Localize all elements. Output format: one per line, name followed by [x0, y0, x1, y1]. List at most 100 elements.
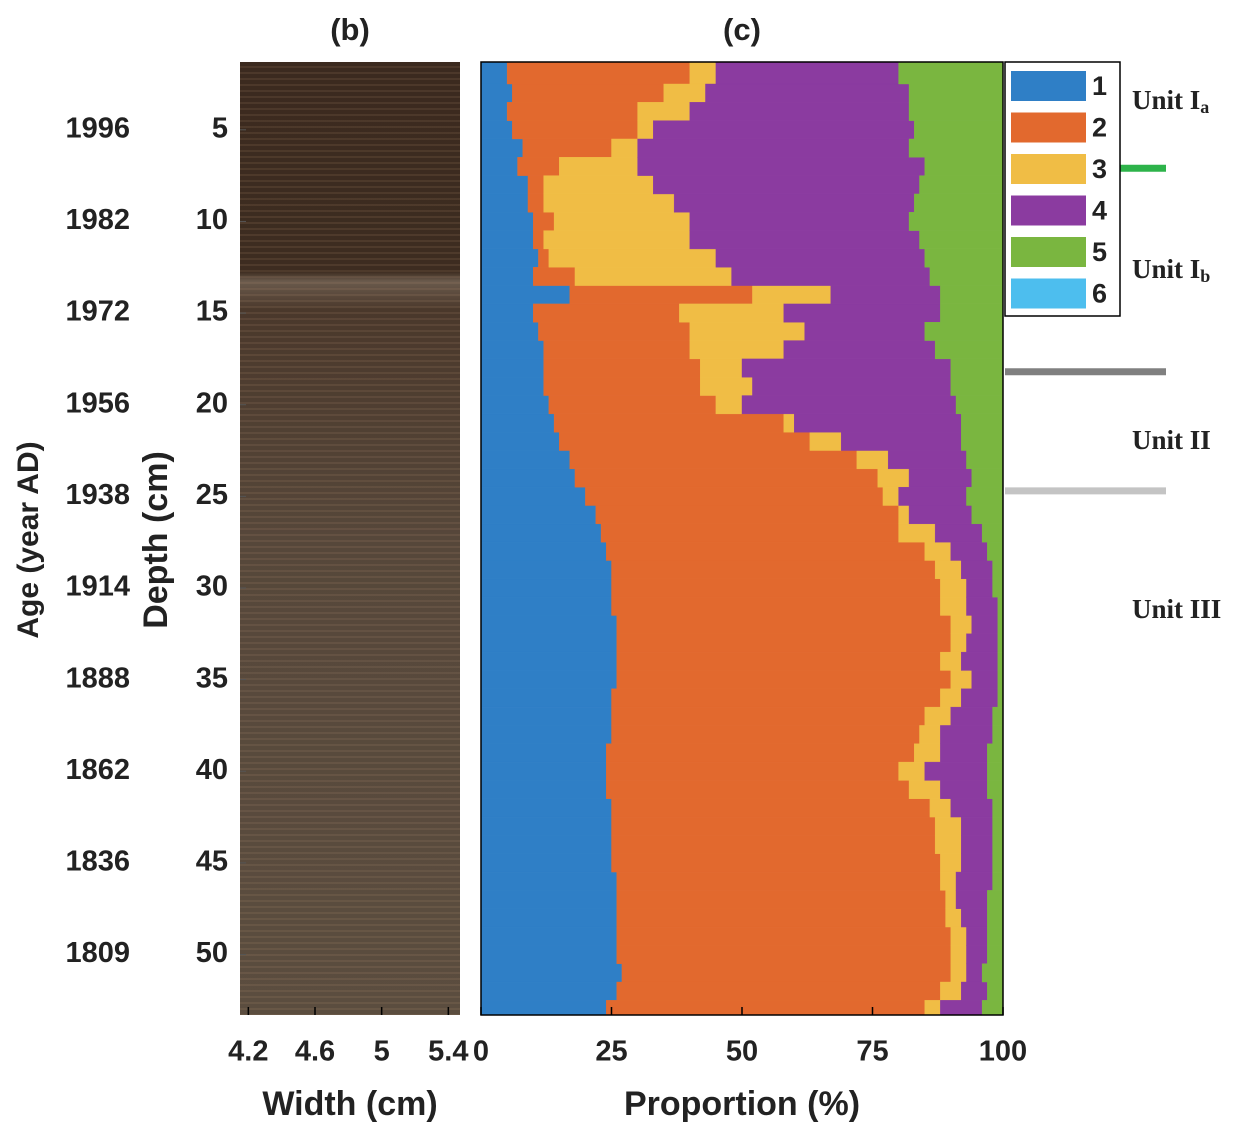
area-band — [637, 157, 925, 176]
age-tick-label: 1996 — [65, 112, 130, 144]
area-band — [981, 523, 1004, 543]
area-band — [987, 541, 1004, 561]
area-band — [480, 322, 539, 341]
area-band — [611, 688, 941, 708]
y-tick-label: 20 — [196, 387, 228, 419]
area-band — [987, 945, 1004, 964]
area-band — [908, 212, 1004, 231]
area-band — [480, 450, 570, 470]
area-band — [480, 358, 544, 378]
area-band — [480, 651, 617, 671]
area-band — [480, 102, 508, 121]
area-band — [480, 377, 544, 396]
y-tick-label: 50 — [196, 937, 228, 969]
area-band — [533, 267, 576, 286]
area-band — [783, 340, 936, 360]
area-band — [611, 560, 936, 580]
area-band — [574, 267, 732, 286]
area-band — [940, 743, 988, 763]
area-band — [992, 871, 1004, 891]
area-band — [940, 981, 962, 1001]
area-band — [663, 83, 706, 103]
area-band — [548, 395, 717, 415]
area-band — [794, 413, 962, 433]
area-band — [480, 816, 612, 836]
area-band — [559, 157, 638, 176]
area-band — [673, 193, 915, 213]
area-band — [480, 743, 607, 763]
area-band — [997, 633, 1004, 653]
area-band — [919, 725, 941, 744]
area-band — [543, 193, 675, 213]
area-band — [914, 743, 941, 763]
legend-swatch — [1011, 278, 1086, 309]
area-band — [616, 981, 941, 1001]
area-band — [950, 358, 1004, 378]
area-band — [480, 230, 534, 250]
area-band — [480, 981, 617, 1001]
area-band — [940, 853, 962, 873]
area-band — [966, 578, 993, 598]
area-band — [992, 798, 1004, 818]
area-band — [606, 743, 915, 763]
area-band — [616, 908, 946, 928]
area-band — [992, 853, 1004, 873]
area-band — [966, 945, 988, 964]
area-band — [480, 578, 612, 598]
area-band — [480, 340, 544, 360]
area-band — [934, 523, 983, 543]
area-band — [981, 1000, 1004, 1016]
area-band — [950, 945, 967, 964]
area-band — [961, 908, 988, 928]
age-tick-label: 1809 — [65, 937, 130, 969]
area-band — [715, 61, 899, 85]
area-band — [512, 120, 638, 140]
unit-label: Unit Ib — [1132, 254, 1210, 286]
area-band — [543, 377, 701, 396]
area-band — [924, 157, 1004, 176]
area-band — [908, 83, 1004, 103]
area-band — [480, 688, 612, 708]
area-band — [480, 963, 623, 983]
legend-label: 2 — [1092, 113, 1107, 143]
age-tick-label: 1956 — [65, 387, 130, 419]
area-band — [538, 248, 550, 268]
age-tick-label: 1914 — [65, 571, 130, 603]
area-band — [940, 1000, 983, 1016]
area-band — [966, 926, 988, 946]
area-band — [924, 541, 952, 561]
area-band — [527, 175, 544, 195]
unit-label: Unit III — [1132, 594, 1221, 624]
area-band — [971, 670, 998, 689]
area-band — [585, 486, 884, 506]
area-band — [512, 83, 664, 103]
area-band — [480, 541, 607, 561]
legend-swatch — [1011, 71, 1086, 101]
x-tick-label: 50 — [726, 1036, 758, 1068]
area-band — [480, 505, 597, 525]
area-band — [480, 432, 560, 451]
area-band — [940, 285, 1004, 305]
area-band — [950, 670, 972, 689]
area-band — [731, 267, 931, 286]
area-band — [992, 578, 1004, 598]
legend-label: 5 — [1092, 237, 1107, 267]
area-band — [919, 175, 1004, 195]
y-tick-label: 45 — [196, 846, 228, 878]
area-band — [981, 963, 1004, 983]
area-band — [611, 596, 941, 616]
area-band — [961, 981, 988, 1001]
area-band — [940, 651, 962, 671]
area-band — [506, 61, 691, 85]
area-band — [715, 248, 925, 268]
area-band — [543, 230, 691, 250]
area-band — [997, 596, 1004, 616]
x-tick-label: 75 — [856, 1036, 888, 1068]
area-band — [480, 267, 534, 286]
area-band — [606, 761, 899, 781]
area-band — [611, 835, 936, 854]
x-tick-label: 100 — [979, 1036, 1027, 1068]
area-band — [569, 450, 858, 470]
area-band — [616, 633, 951, 653]
area-band — [616, 945, 951, 964]
